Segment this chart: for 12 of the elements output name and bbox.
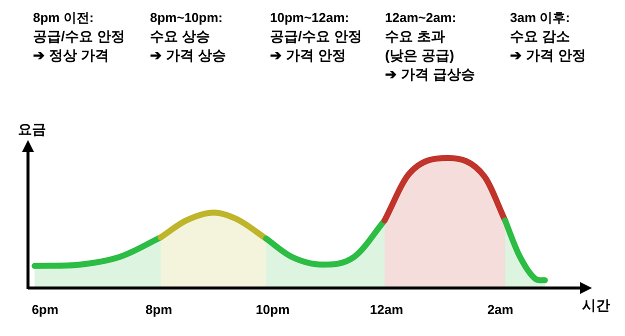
x-tick-label: 2am <box>487 302 514 317</box>
x-tick-label: 10pm <box>256 302 290 317</box>
annotation: 12am~2am: 수요 초과 (낮은 공급) ➔ 가격 급상승 <box>385 10 475 82</box>
annotation: 8pm~10pm: 수요 상승 ➔ 가격 상승 <box>150 10 226 63</box>
x-tick-label: 6pm <box>32 302 58 317</box>
y-axis-title: 요금 <box>18 121 46 137</box>
x-tick-label: 8pm <box>146 302 172 317</box>
x-tick-label: 12am <box>370 302 404 317</box>
annotation: 3am 이후: 수요 감소 ➔ 가격 안정 <box>510 10 586 63</box>
annotation: 8pm 이전: 공급/수요 안정 ➔ 정상 가격 <box>33 10 125 63</box>
annotation: 10pm~12am: 공급/수요 안정 ➔ 가격 안정 <box>270 10 362 63</box>
x-axis-title: 시간 <box>582 297 610 313</box>
